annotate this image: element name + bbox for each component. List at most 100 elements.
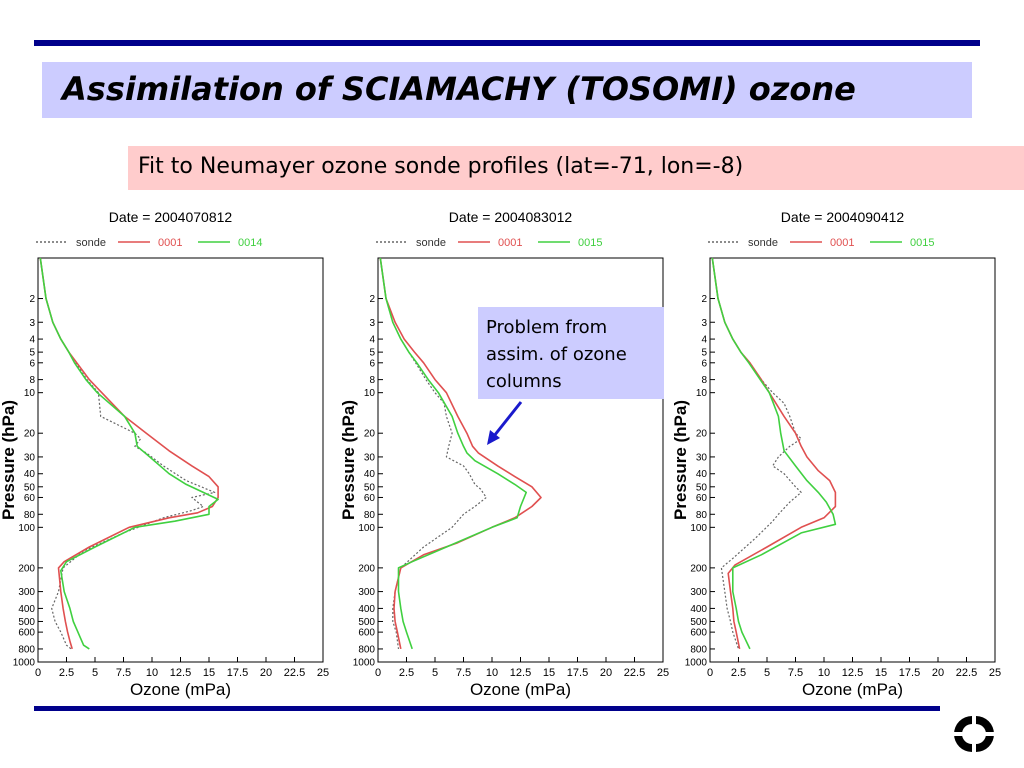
series-line-0001 (711, 257, 837, 650)
y-tick-label: 800 (358, 644, 375, 655)
plot-frame (37, 257, 324, 663)
series-line-0001 (39, 257, 219, 650)
x-tick-label: 15 (875, 667, 887, 679)
y-tick-label: 30 (24, 452, 36, 463)
y-tick-label: 5 (369, 348, 375, 359)
x-tick-label: 7.5 (456, 667, 471, 679)
y-tick-label: 50 (364, 482, 376, 493)
annotation-box: Problem from assim. of ozone columns (478, 307, 664, 399)
y-tick-label: 8 (701, 375, 707, 386)
chart-panel-2: Date = 2004083012 sonde 0001 0015 0 2.5 5 7.5 10… (340, 202, 670, 702)
x-tick-label: 25 (989, 667, 1001, 679)
y-tick-label: 500 (690, 617, 707, 628)
y-tick-label: 800 (18, 644, 35, 655)
x-tick-label: 12.5 (510, 667, 531, 679)
x-tick-label: 22.5 (284, 667, 305, 679)
y-tick-label: 200 (358, 563, 375, 574)
y-tick-label: 3 (369, 318, 375, 329)
y-tick-label: 200 (690, 563, 707, 574)
y-tick-label: 20 (364, 429, 376, 440)
x-tick-label: 25 (657, 667, 669, 679)
series-line-0001 (379, 257, 542, 650)
y-axis-label: Pressure (hPa) (672, 400, 690, 520)
y-tick-label: 300 (18, 587, 35, 598)
y-tick-label: 300 (358, 587, 375, 598)
y-tick-label: 2 (369, 294, 375, 305)
y-tick-label: 5 (29, 348, 35, 359)
y-tick-label: 300 (690, 587, 707, 598)
y-tick-label: 60 (696, 493, 708, 504)
slide-title: Assimilation of SCIAMACHY (TOSOMI) ozone (62, 70, 856, 108)
x-tick-label: 20 (932, 667, 944, 679)
annotation-line: assim. of ozone (486, 344, 627, 365)
y-tick-label: 4 (29, 335, 35, 346)
x-axis-label: Ozone (mPa) (470, 680, 571, 699)
y-tick-label: 40 (24, 469, 36, 480)
y-tick-label: 400 (690, 604, 707, 615)
y-tick-label: 6 (369, 358, 375, 369)
x-tick-label: 0 (375, 667, 381, 679)
x-tick-label: 10 (146, 667, 158, 679)
series-line-0014 (39, 257, 219, 650)
x-tick-label: 17.5 (227, 667, 248, 679)
chart-title: Date = 2004090412 (781, 209, 905, 225)
y-tick-label: 1000 (685, 658, 708, 669)
y-tick-label: 80 (364, 510, 376, 521)
y-tick-label: 6 (29, 358, 35, 369)
y-tick-label: 400 (18, 604, 35, 615)
x-tick-label: 5 (432, 667, 438, 679)
legend-label: 0001 (830, 237, 854, 249)
y-tick-label: 600 (358, 628, 375, 639)
y-tick-label: 1000 (353, 658, 376, 669)
x-tick-label: 2.5 (399, 667, 414, 679)
x-tick-label: 22.5 (956, 667, 977, 679)
y-tick-label: 2 (29, 294, 35, 305)
legend-label: 0001 (498, 237, 522, 249)
y-tick-label: 100 (18, 523, 35, 534)
x-tick-label: 17.5 (567, 667, 588, 679)
slide-subtitle: Fit to Neumayer ozone sonde profiles (la… (138, 154, 744, 179)
x-tick-label: 15 (543, 667, 555, 679)
top-rule (34, 40, 980, 46)
legend-label: sonde (76, 237, 106, 249)
x-tick-label: 12.5 (842, 667, 863, 679)
x-tick-label: 5 (92, 667, 98, 679)
y-tick-label: 600 (18, 628, 35, 639)
y-tick-label: 100 (690, 523, 707, 534)
y-tick-label: 10 (24, 388, 36, 399)
x-tick-label: 20 (600, 667, 612, 679)
x-tick-label: 0 (707, 667, 713, 679)
y-tick-label: 8 (369, 375, 375, 386)
series-line-0015 (379, 257, 527, 650)
x-tick-label: 5 (764, 667, 770, 679)
y-tick-label: 80 (696, 510, 708, 521)
x-axis-label: Ozone (mPa) (802, 680, 903, 699)
y-tick-label: 80 (24, 510, 36, 521)
y-tick-label: 10 (364, 388, 376, 399)
x-tick-label: 0 (35, 667, 41, 679)
y-tick-label: 20 (696, 429, 708, 440)
y-tick-label: 30 (696, 452, 708, 463)
y-tick-label: 50 (696, 482, 708, 493)
x-tick-label: 15 (203, 667, 215, 679)
y-tick-label: 3 (701, 318, 707, 329)
x-tick-label: 17.5 (899, 667, 920, 679)
y-tick-label: 30 (364, 452, 376, 463)
legend-label: 0015 (910, 237, 934, 249)
y-tick-label: 500 (358, 617, 375, 628)
y-tick-label: 800 (690, 644, 707, 655)
y-tick-label: 200 (18, 563, 35, 574)
x-tick-label: 25 (317, 667, 329, 679)
x-tick-label: 20 (260, 667, 272, 679)
series-line-0015 (711, 257, 837, 650)
y-tick-label: 40 (696, 469, 708, 480)
y-tick-label: 4 (701, 335, 707, 346)
series-line-sonde (39, 257, 216, 650)
x-tick-label: 7.5 (788, 667, 803, 679)
y-tick-label: 50 (24, 482, 36, 493)
x-tick-label: 22.5 (624, 667, 645, 679)
y-tick-label: 600 (690, 628, 707, 639)
